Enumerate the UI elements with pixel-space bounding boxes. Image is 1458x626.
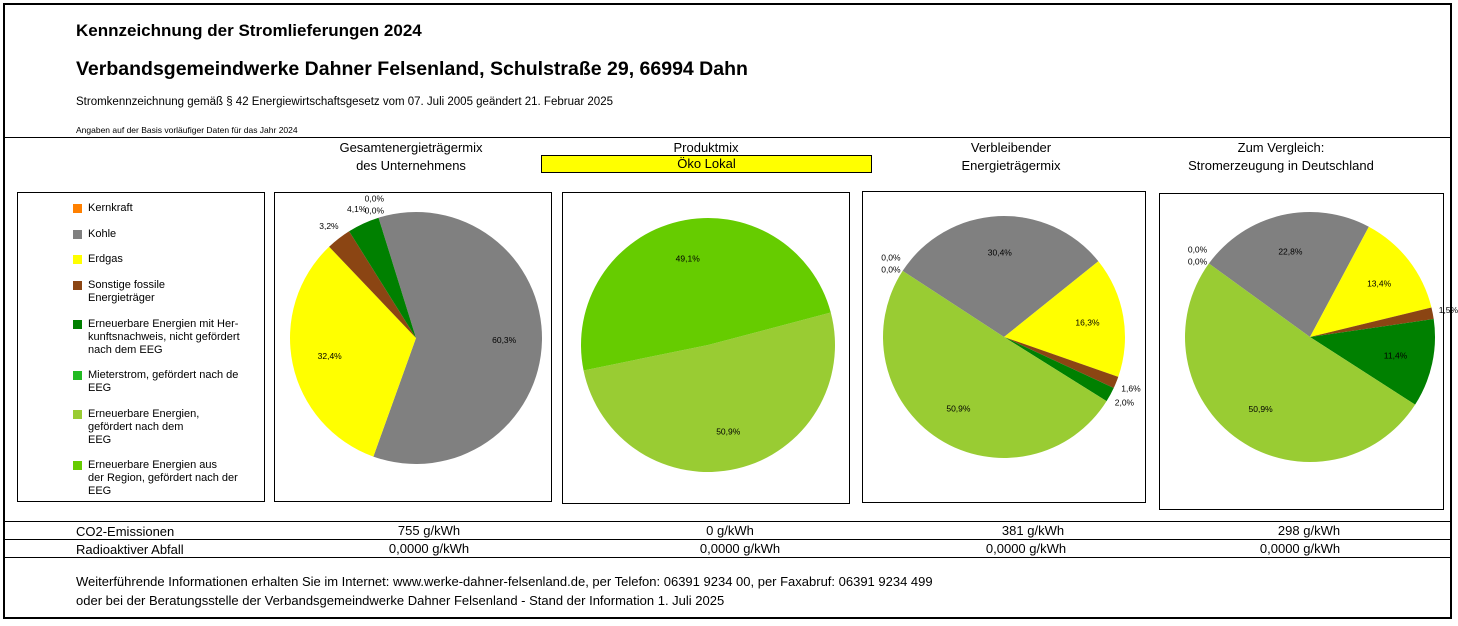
waste-value-residual: 0,0000 g/kWh (985, 541, 1067, 556)
divider (3, 137, 1452, 138)
column-heading-company-mix: Gesamtenergieträgermix des Unternehmens (339, 140, 483, 173)
pie-slice (581, 218, 831, 371)
pie-data-label: 1,6% (1121, 383, 1141, 393)
pie-data-label: 30,4% (988, 247, 1013, 257)
pie-data-label: 50,9% (1249, 404, 1274, 414)
pie-data-label: 1,5% (1439, 305, 1458, 315)
legend-swatch (73, 204, 82, 213)
pie-data-label: 49,1% (676, 253, 701, 263)
co2-value-residual: 381 g/kWh (1001, 523, 1065, 538)
pie-data-label: 50,9% (946, 403, 971, 413)
legend-swatch (73, 371, 82, 380)
pie-data-label: 0,0% (1188, 256, 1208, 266)
pie-slice (1310, 226, 1432, 337)
pie-slice (349, 217, 416, 338)
legend-swatch (73, 410, 82, 419)
pie-data-label: 0,0% (365, 205, 385, 215)
pie-slice (1310, 318, 1435, 405)
legend-swatch (73, 461, 82, 470)
pie-slice (902, 216, 1099, 337)
pie-svg: 22,8% 13,4% 1,5% 11,4% 50,9% 0,0% 0,0% (1185, 212, 1458, 462)
pie-svg: 50,9% 49,1% (581, 218, 835, 473)
product-name-badge: Öko Lokal (541, 155, 872, 173)
footer-info-line-1: Weiterführende Informationen erhalten Si… (76, 574, 933, 589)
pie-data-label: 2,0% (1115, 397, 1135, 407)
pie-data-label: 0,0% (1188, 244, 1208, 254)
pie-chart-product-mix: 50,9% 49,1% (562, 192, 850, 504)
pie-data-label: 0,0% (365, 193, 385, 203)
legend-label: Erneuerbare Energien mit Her- kunftsnach… (88, 318, 240, 356)
column-heading-residual-mix: Verbleibender Energieträgermix (961, 140, 1061, 173)
divider (3, 557, 1452, 558)
pie-data-label: 32,4% (318, 351, 343, 361)
pie-data-label: 60,3% (492, 335, 517, 345)
pie-chart-residual-mix: 30,4% 16,3% 1,6% 2,0% 50,9% 0,0% 0,0% (862, 191, 1146, 503)
pie-slice (290, 246, 416, 457)
legal-note: Stromkennzeichnung gemäß § 42 Energiewir… (76, 96, 613, 108)
pie-slice (329, 231, 416, 338)
pie-slice (1310, 307, 1434, 337)
pie-slice (1185, 263, 1416, 462)
pie-slice (373, 212, 542, 464)
pie-data-label: 4,1% (347, 204, 367, 214)
legend-label: Erneuerbare Energien, gefördert nach dem… (88, 408, 200, 446)
legend-swatch (73, 230, 82, 239)
legend-swatch (73, 255, 82, 264)
radioactive-waste-label: Radioaktiver Abfall (76, 542, 184, 557)
pie-data-label: 13,4% (1367, 278, 1392, 288)
legend: Kernkraft Kohle Erdgas Sonstige fossile Ene… (17, 192, 265, 502)
footer-info-line-2: oder bei der Beratungsstelle der Verband… (76, 593, 725, 608)
pie-data-label: 50,9% (716, 427, 741, 437)
pie-slice (1004, 337, 1114, 402)
pie-slice (1004, 337, 1119, 388)
column-heading-product-mix: Produktmix (673, 140, 739, 155)
legend-label: Erneuerbare Energien aus der Region, gef… (88, 459, 238, 497)
pie-data-label: 0,0% (881, 264, 901, 274)
pie-slice (1208, 212, 1369, 337)
waste-value-germany: 0,0000 g/kWh (1259, 541, 1341, 556)
document-frame (3, 3, 1452, 619)
legend-swatch (73, 281, 82, 290)
divider (3, 521, 1452, 522)
pie-slice (583, 312, 835, 473)
pie-svg: 60,3% 32,4% 3,2% 4,1%0,0% 0,0% (290, 193, 542, 464)
pie-slice (1004, 261, 1125, 377)
pie-data-label: 22,8% (1278, 247, 1303, 257)
pie-svg: 30,4% 16,3% 1,6% 2,0% 50,9% 0,0% 0,0% (881, 216, 1141, 459)
pie-chart-germany: 22,8% 13,4% 1,5% 11,4% 50,9% 0,0% 0,0% (1159, 193, 1458, 510)
legend-label: Erdgas (88, 253, 123, 265)
waste-value-company: 0,0000 g/kWh (388, 541, 470, 556)
column-heading-comparison: Zum Vergleich: Stromerzeugung in Deutsch… (1188, 140, 1374, 173)
co2-value-germany: 298 g/kWh (1277, 523, 1341, 538)
pie-data-label: 0,0% (881, 252, 901, 262)
legend-label: Sonstige fossile Energieträger (88, 279, 166, 304)
document-title: Kennzeichnung der Stromlieferungen 2024 (76, 21, 422, 40)
pie-data-label: 11,4% (1384, 351, 1408, 361)
legend-swatch (73, 320, 82, 329)
waste-value-product: 0,0000 g/kWh (699, 541, 781, 556)
co2-label: CO2-Emissionen (76, 524, 175, 539)
legend-label: Mieterstrom, gefördert nach de EEG (88, 369, 239, 394)
data-basis-note: Angaben auf der Basis vorläufiger Daten … (76, 125, 298, 135)
pie-slice (882, 270, 1107, 459)
pie-data-label: 3,2% (319, 221, 339, 231)
pie-data-label: 16,3% (1075, 318, 1100, 328)
company-address: Verbandsgemeindwerke Dahner Felsenland, … (76, 58, 748, 80)
co2-value-company: 755 g/kWh (397, 523, 461, 538)
co2-value-product: 0 g/kWh (706, 523, 754, 538)
pie-chart-company-mix: 60,3% 32,4% 3,2% 4,1% 0,0% 0,0% (274, 192, 552, 502)
divider (3, 539, 1452, 540)
legend-label: Kohle (88, 228, 117, 240)
legend-label: Kernkraft (88, 202, 133, 214)
